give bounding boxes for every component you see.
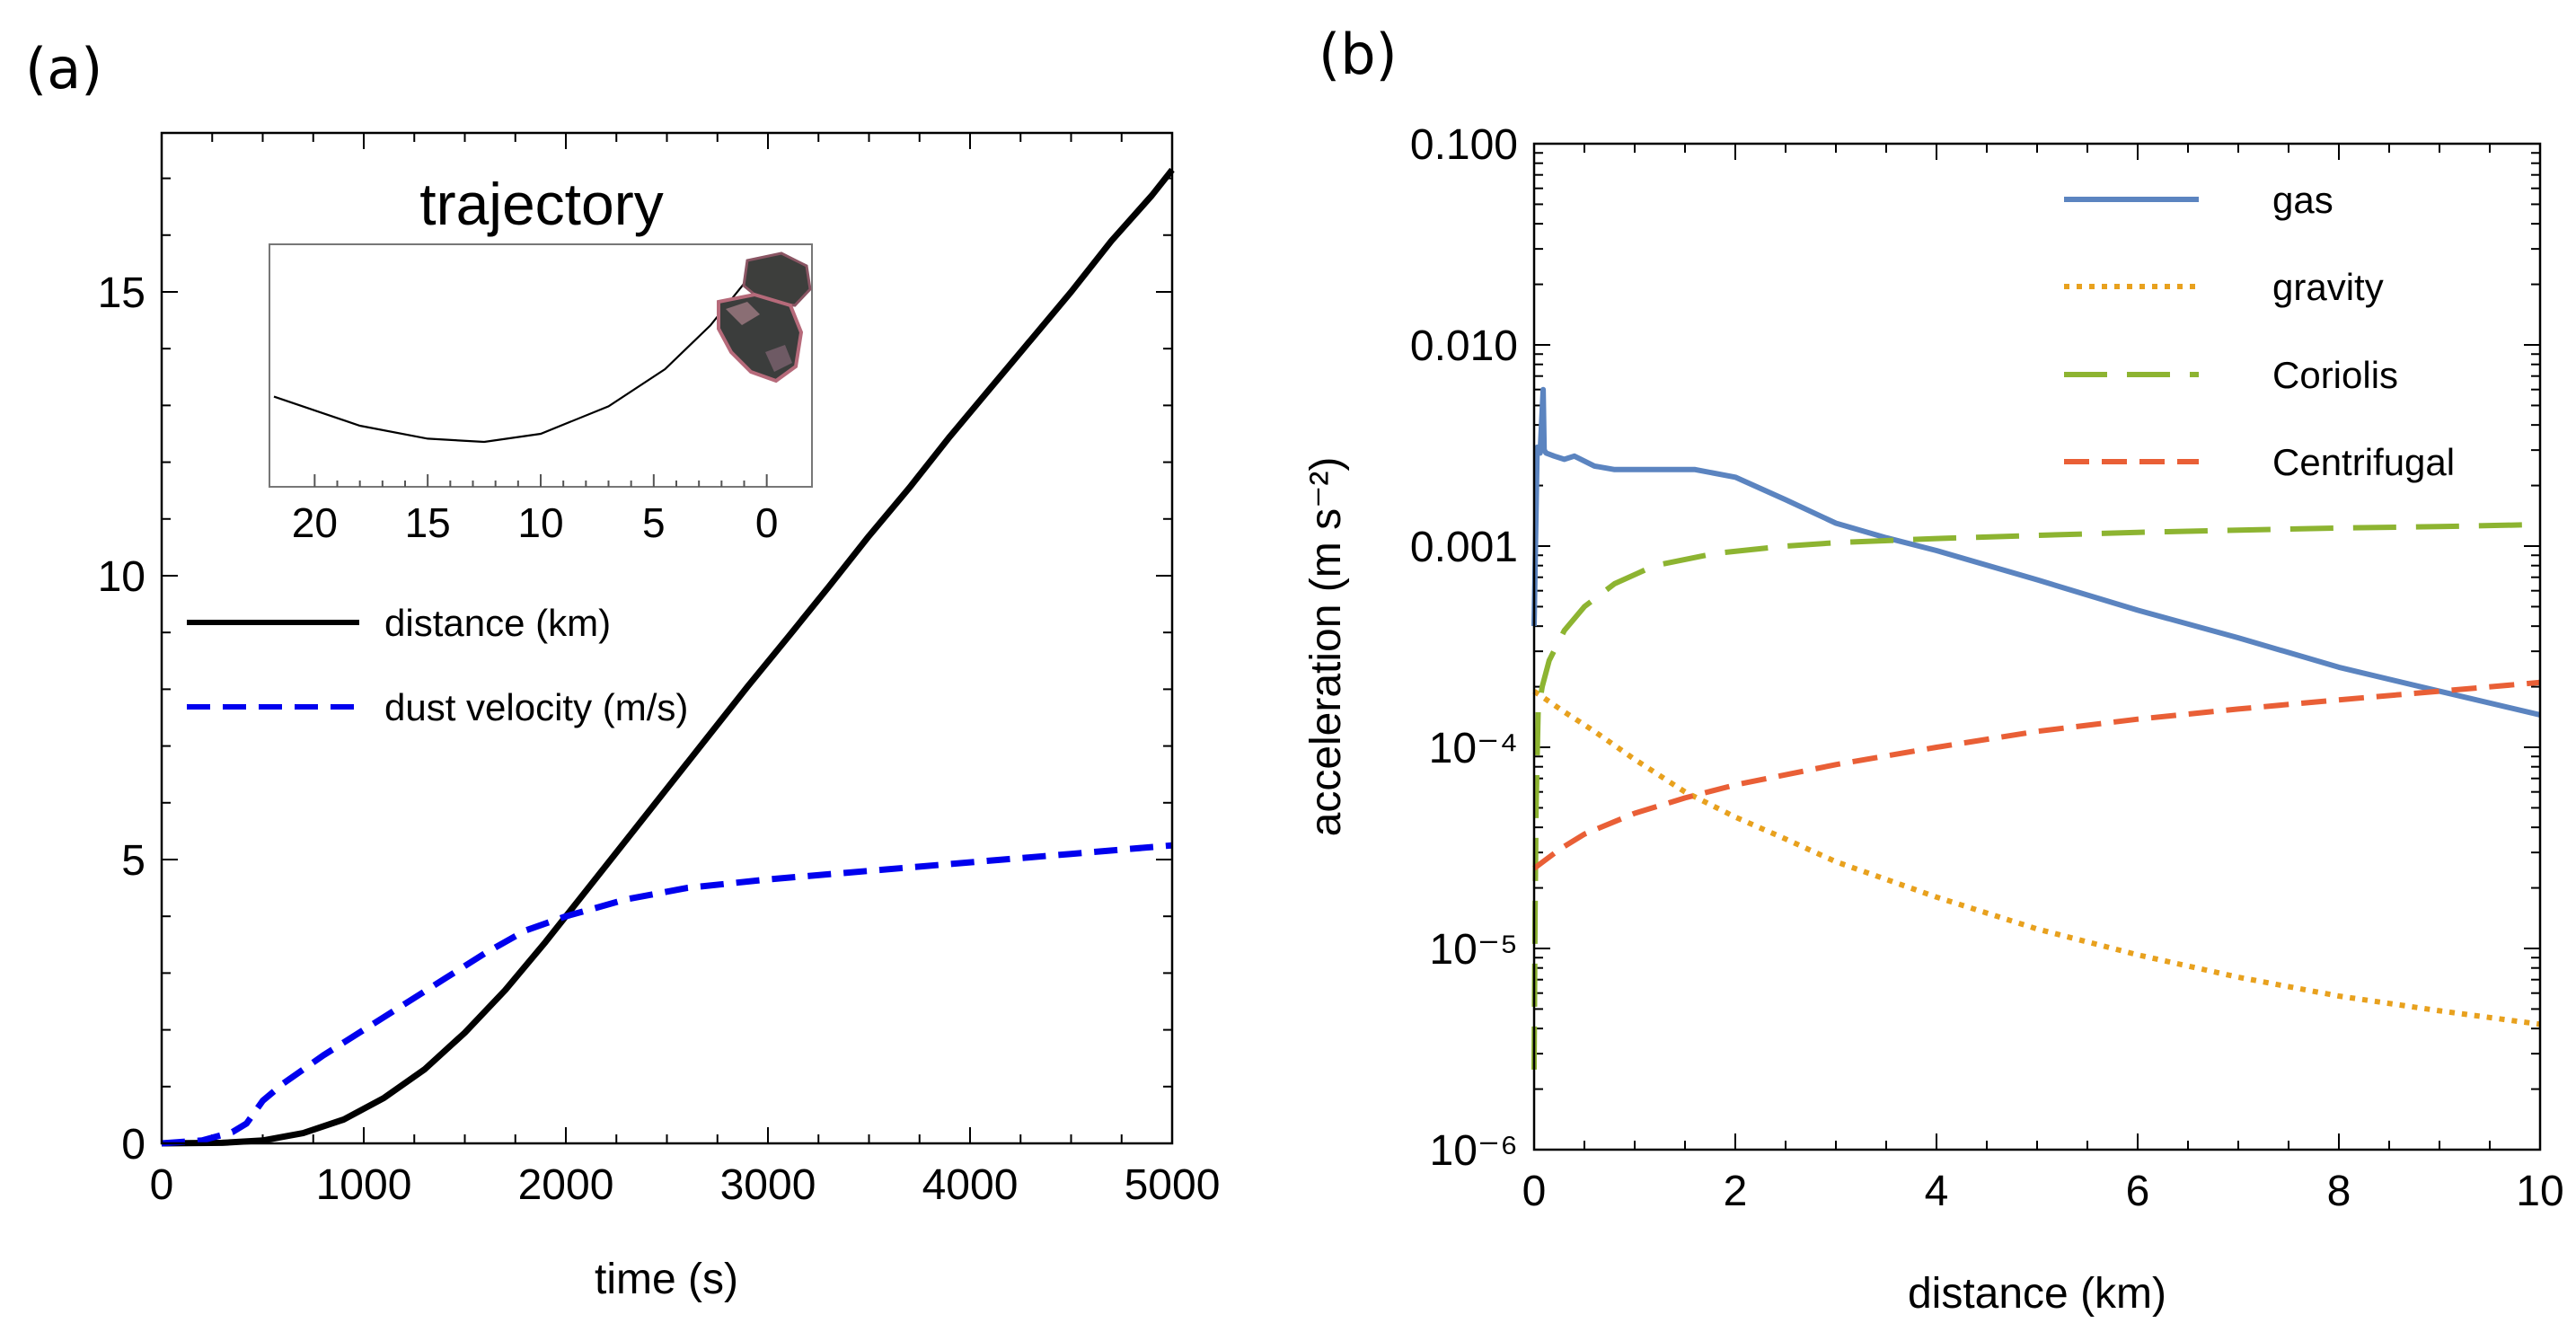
legend-label-centrifugal: Centrifugal [2272, 441, 2455, 483]
comet-highlight [726, 302, 760, 325]
chart-b-y-tick-label: 0.001 [1410, 524, 1518, 571]
panel-label-a: (a) [25, 36, 102, 101]
trajectory-inset: trajectory 20 15 10 5 0 [269, 171, 813, 546]
inset-title: trajectory [419, 171, 663, 237]
inset-x-tick-label: 0 [755, 499, 779, 546]
comet-nucleus-icon [717, 251, 812, 384]
legend-label-coriolis: Coriolis [2272, 354, 2398, 396]
legend-label-gas: gas [2272, 179, 2333, 221]
chart-a-x-label: time (s) [595, 1256, 738, 1303]
chart-b-x-tick-label: 8 [2327, 1168, 2351, 1215]
chart-a-x-tick-label: 0 [150, 1161, 174, 1209]
chart-a-tick-labels: 0 1000 2000 3000 4000 5000 0 5 10 15 [98, 269, 1221, 1209]
chart-a-y-tick-label: 0 [121, 1121, 146, 1169]
chart-b-y-label: acceleration (m s⁻²) [1302, 457, 1350, 837]
chart-a-frame [160, 131, 1174, 1145]
inset-x-tick-label: 5 [642, 499, 666, 546]
chart-b-x-tick-label: 10 [2516, 1168, 2563, 1215]
inset-ticks: 20 15 10 5 0 [292, 474, 779, 546]
chart-b: 0 2 4 6 8 10 10⁻⁶ 10⁻⁵ 10⁻⁴ 0.001 0.010 0.100 dista… [1302, 121, 2564, 1318]
chart-b-ticks [1533, 144, 2541, 1151]
comet-highlight-2 [765, 345, 792, 372]
chart-a-legend: distance (km) dust velocity (m/s) [187, 602, 688, 728]
chart-a: 0 1000 2000 3000 4000 5000 0 5 10 15 time (s) tra… [98, 131, 1221, 1303]
chart-b-frame [1532, 142, 2542, 1151]
legend-label-gravity: gravity [2272, 266, 2384, 308]
chart-b-y-tick-label: 10⁻⁶ [1430, 1127, 1518, 1175]
chart-b-x-label: distance (km) [1908, 1270, 2166, 1318]
comet-upper-lobe [742, 251, 812, 307]
legend-label-dust-velocity: dust velocity (m/s) [384, 686, 688, 728]
inset-x-tick-label: 10 [517, 499, 563, 546]
inset-frame [269, 243, 813, 488]
chart-a-y-tick-label: 5 [121, 837, 146, 885]
chart-b-legend: gas gravity Coriolis Centrifugal [2064, 179, 2455, 483]
series-line-dust-velocity-m-s [161, 842, 1173, 1147]
inset-trajectory-line [273, 282, 745, 444]
legend-label-distance: distance (km) [384, 602, 611, 644]
chart-a-x-tick-label: 1000 [316, 1161, 412, 1209]
chart-a-x-tick-label: 2000 [518, 1161, 614, 1209]
series-line-gas [1531, 386, 2541, 718]
chart-a-y-tick-label: 15 [98, 269, 146, 317]
chart-a-x-tick-label: 3000 [720, 1161, 816, 1209]
inset-x-tick-label: 15 [405, 499, 451, 546]
chart-b-y-tick-label: 0.100 [1410, 121, 1518, 169]
chart-b-tick-labels: 0 2 4 6 8 10 10⁻⁶ 10⁻⁵ 10⁻⁴ 0.001 0.010 0.100 [1410, 121, 2564, 1215]
inset-x-tick-label: 20 [292, 499, 338, 546]
chart-b-x-tick-label: 6 [2126, 1168, 2150, 1215]
chart-a-ticks [161, 133, 1173, 1144]
series-line-gravity [1532, 689, 2541, 1028]
chart-b-series [1531, 386, 2541, 1070]
chart-a-x-tick-label: 4000 [922, 1161, 1019, 1209]
chart-b-x-tick-label: 4 [1925, 1168, 1949, 1215]
chart-b-y-tick-label: 10⁻⁴ [1429, 725, 1518, 772]
chart-a-y-tick-label: 10 [98, 553, 146, 601]
chart-b-y-tick-label: 10⁻⁵ [1429, 926, 1518, 974]
chart-a-x-tick-label: 5000 [1125, 1161, 1221, 1209]
chart-b-y-tick-label: 0.010 [1410, 322, 1518, 370]
series-line-centrifugal [1532, 679, 2541, 871]
panel-label-b: (b) [1319, 22, 1398, 87]
chart-b-x-tick-label: 2 [1724, 1168, 1748, 1215]
chart-b-x-tick-label: 0 [1522, 1168, 1547, 1215]
series-line-distance-km [161, 167, 1175, 1147]
chart-a-series [161, 167, 1175, 1147]
series-line-coriolis [1531, 522, 2541, 1070]
